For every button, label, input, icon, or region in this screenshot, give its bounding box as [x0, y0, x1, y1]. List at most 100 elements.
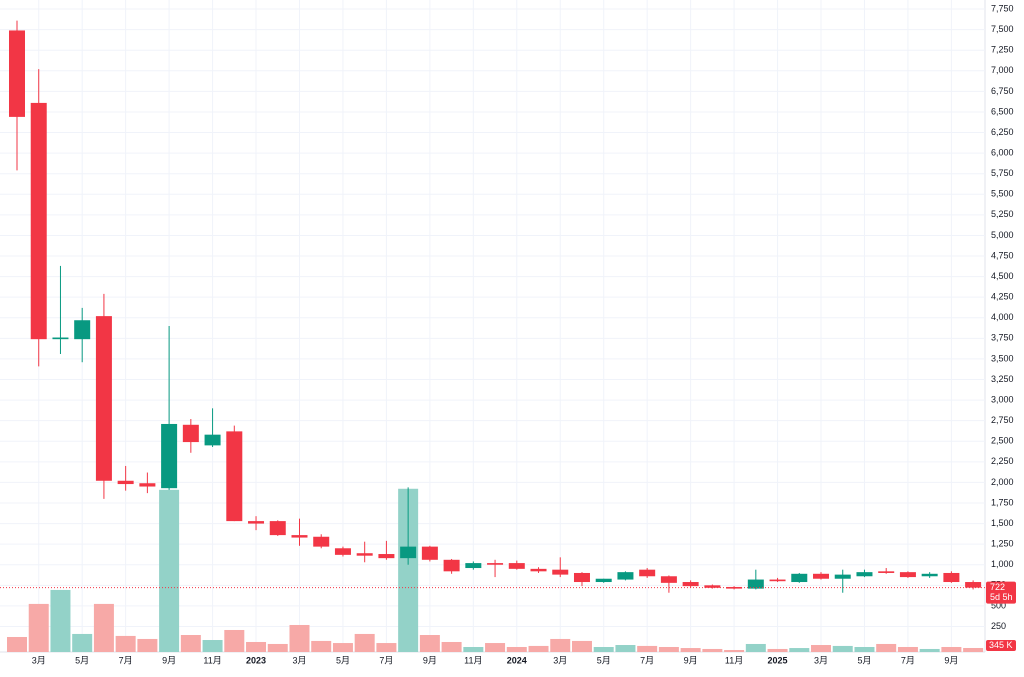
volume-bar	[354, 633, 375, 652]
x-tick-label: 11月	[464, 655, 482, 665]
candle-body	[617, 572, 634, 580]
candle-body	[704, 585, 721, 588]
x-tick-label: 5月	[336, 655, 350, 665]
candle-body	[356, 553, 373, 556]
candle-body	[726, 586, 743, 589]
volume-bar	[289, 624, 310, 652]
candle-body	[639, 569, 656, 577]
y-tick-label: 5,500	[991, 189, 1014, 199]
y-tick-label: 6,000	[991, 147, 1014, 157]
volume-bar	[72, 633, 93, 652]
volume-bar	[332, 643, 353, 652]
x-tick-label: 7月	[901, 655, 915, 665]
candle-body	[573, 572, 590, 583]
y-tick-label: 2,250	[991, 456, 1014, 466]
y-tick-label: 7,750	[991, 3, 1014, 13]
candle-body	[487, 563, 504, 565]
candle-body	[52, 337, 69, 340]
y-tick-label: 6,250	[991, 127, 1014, 137]
volume-bar	[963, 647, 984, 652]
volume-bar	[528, 645, 549, 652]
volume-bar	[811, 645, 832, 652]
y-tick-label: 3,750	[991, 333, 1014, 343]
candle-body	[378, 554, 395, 559]
x-tick-label: 2024	[507, 655, 527, 665]
countdown-label: 5d 5h	[990, 592, 1013, 602]
last-price-label: 722	[990, 582, 1005, 592]
candle-body	[421, 546, 438, 560]
candle-body	[291, 535, 308, 538]
volume-bar	[311, 640, 332, 652]
x-tick-label: 3月	[814, 655, 828, 665]
x-tick-label: 9月	[944, 655, 958, 665]
y-tick-label: 1,250	[991, 539, 1014, 549]
candle-body	[530, 568, 547, 572]
candle-body	[269, 521, 286, 536]
volume-last-label: 345 K	[989, 640, 1013, 650]
volume-bar	[702, 648, 723, 652]
candle-body	[747, 579, 764, 589]
volume-bar	[7, 636, 27, 652]
candle-body	[95, 316, 112, 481]
candle-body	[834, 574, 851, 579]
x-tick-label: 5月	[597, 655, 611, 665]
x-tick-label: 3月	[292, 655, 306, 665]
candle-body	[965, 582, 982, 588]
volume-bar	[202, 640, 223, 652]
volume-bar	[441, 641, 462, 652]
volume-bar	[506, 646, 527, 652]
y-tick-label: 1,000	[991, 559, 1014, 569]
y-tick-label: 6,750	[991, 86, 1014, 96]
y-tick-label: 2,750	[991, 415, 1014, 425]
candle-body	[595, 578, 612, 583]
y-tick-label: 7,250	[991, 45, 1014, 55]
candle-body	[161, 423, 178, 489]
candle-body	[334, 548, 351, 555]
x-tick-label: 5月	[75, 655, 89, 665]
candle-body	[117, 480, 134, 485]
volume-bar	[159, 489, 180, 652]
x-tick-label: 9月	[162, 655, 176, 665]
candle-body	[226, 431, 243, 522]
candle-body	[552, 569, 569, 575]
x-tick-label: 3月	[553, 655, 567, 665]
y-tick-label: 4,500	[991, 271, 1014, 281]
volume-bar	[224, 629, 245, 652]
candle-body	[248, 521, 265, 524]
volume-bar	[854, 646, 875, 652]
x-tick-label: 9月	[684, 655, 698, 665]
y-tick-label: 250	[991, 621, 1006, 631]
y-tick-label: 3,250	[991, 374, 1014, 384]
candle-body	[769, 579, 786, 582]
candle-body	[30, 102, 47, 340]
y-tick-label: 500	[991, 600, 1006, 610]
x-tick-label: 9月	[423, 655, 437, 665]
candle-body	[682, 582, 699, 587]
x-tick-label: 2025	[768, 655, 788, 665]
volume-bar	[246, 641, 267, 652]
volume-bar	[550, 638, 571, 652]
y-tick-label: 1,750	[991, 497, 1014, 507]
volume-bar	[658, 646, 679, 652]
x-tick-label: 3月	[32, 655, 46, 665]
candle-body	[182, 424, 199, 443]
y-tick-label: 4,250	[991, 292, 1014, 302]
y-tick-label: 5,000	[991, 230, 1014, 240]
volume-bar	[637, 645, 658, 652]
y-tick-label: 2,000	[991, 477, 1014, 487]
volume-bar	[876, 643, 897, 652]
candle-body	[813, 573, 830, 579]
volume-last-box	[986, 640, 1016, 651]
last-price-box	[986, 581, 1016, 604]
candle-body	[74, 320, 91, 340]
candle-body	[791, 573, 808, 583]
y-tick-label: 2,500	[991, 436, 1014, 446]
y-tick-label: 1,500	[991, 518, 1014, 528]
y-tick-label: 3,000	[991, 394, 1014, 404]
volume-bar	[485, 643, 506, 652]
volume-bar	[615, 645, 636, 652]
x-tick-label: 7月	[379, 655, 393, 665]
candle-body	[443, 559, 460, 572]
volume-bar	[93, 603, 114, 652]
